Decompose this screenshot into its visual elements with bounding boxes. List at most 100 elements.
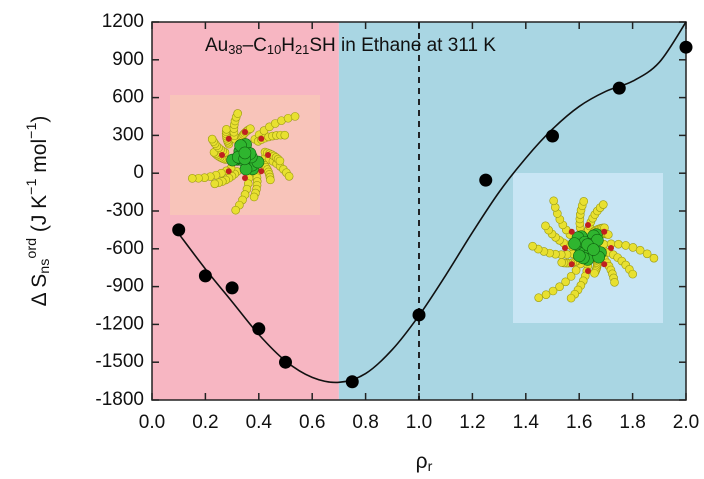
x-tick-label: 1.4: [513, 412, 540, 433]
atom: [562, 245, 568, 251]
atom: [290, 112, 300, 121]
data-point: [412, 308, 426, 322]
data-point: [252, 322, 266, 336]
y-axis-label-part: ns: [37, 259, 53, 274]
y-tick-label: -900: [106, 276, 144, 297]
y-tick-label: 900: [112, 49, 144, 70]
atom: [242, 129, 248, 135]
y-axis-label-part: mol: [28, 139, 51, 179]
atom: [561, 277, 570, 287]
data-point: [172, 223, 186, 237]
y-tick-label: -1500: [95, 351, 144, 372]
y-tick-label: 300: [112, 124, 144, 145]
x-tick-label: 1.6: [566, 412, 592, 433]
y-axis-label-part: (J K: [28, 195, 51, 238]
atom: [549, 196, 558, 206]
atom: [280, 130, 290, 140]
x-tick-label: 2.0: [673, 412, 699, 433]
molecule-image: [170, 95, 320, 215]
y-tick-label: 600: [112, 87, 144, 108]
atom: [225, 168, 232, 175]
atom: [642, 249, 652, 259]
atom: [628, 269, 638, 279]
atom: [585, 222, 591, 228]
chart-title-part: Au: [205, 35, 228, 56]
atom: [219, 152, 225, 158]
atom: [541, 290, 551, 299]
data-point: [225, 281, 239, 295]
atom: [579, 197, 589, 206]
atom: [246, 124, 255, 133]
x-axis-label-part: r: [428, 459, 433, 475]
x-tick-label: 1.2: [459, 412, 485, 433]
atom: [557, 258, 567, 267]
atom: [249, 192, 259, 202]
atom: [555, 282, 564, 292]
atom: [238, 146, 252, 160]
chart-title-part: H: [281, 35, 295, 56]
chart-title-part: 10: [267, 42, 281, 57]
x-tick-label: 0.2: [192, 412, 218, 433]
data-point: [546, 129, 559, 143]
y-tick-label: 1200: [102, 11, 144, 32]
atom: [233, 109, 242, 118]
atom: [649, 253, 659, 263]
atom: [266, 175, 275, 185]
y-tick-label: 0: [133, 162, 144, 183]
chart-title-part: –C: [243, 35, 267, 56]
y-axis-label-part: −1: [24, 178, 40, 194]
x-tick-label: 0.0: [139, 412, 165, 433]
fit-curve: [178, 21, 687, 384]
atom: [242, 175, 248, 181]
x-tick-label: 0.4: [246, 412, 273, 433]
y-axis-label-part: ): [28, 116, 51, 123]
y-tick-label: -600: [106, 238, 144, 259]
atom: [207, 134, 217, 144]
atom: [635, 245, 645, 255]
atom: [571, 266, 581, 275]
y-tick-label: -1200: [95, 313, 144, 334]
data-point: [279, 355, 292, 369]
atom: [590, 268, 599, 278]
atom: [614, 239, 623, 249]
y-tick-label: -300: [106, 200, 144, 221]
y-axis-label-part: ord: [24, 238, 40, 259]
atom: [568, 237, 581, 250]
atom: [601, 228, 608, 235]
chart-title-part: 38: [228, 42, 242, 57]
atom: [222, 125, 231, 134]
atom: [284, 171, 294, 181]
atom: [621, 241, 631, 250]
atom: [541, 221, 550, 231]
x-tick-label: 0.8: [352, 412, 378, 433]
chart-title-part: SH in Ethane at 311 K: [309, 35, 496, 56]
data-point: [479, 173, 493, 187]
atom: [210, 179, 220, 189]
x-tick-label: 1.0: [406, 412, 432, 433]
atom: [628, 243, 638, 252]
data-point: [612, 81, 626, 95]
y-tick-label: -1800: [95, 389, 144, 410]
atom: [275, 156, 285, 166]
data-point: [345, 375, 359, 389]
atom: [548, 286, 558, 296]
atom: [568, 228, 575, 235]
atom: [573, 249, 586, 263]
atom: [568, 261, 575, 268]
atom: [258, 168, 265, 175]
x-axis-label-part: ρ: [416, 450, 428, 473]
atom: [566, 272, 576, 281]
atom: [610, 278, 619, 287]
chart-title-part: 21: [295, 42, 309, 57]
atom: [585, 268, 591, 274]
atom: [231, 205, 240, 215]
atom: [587, 243, 600, 256]
data-point: [679, 40, 693, 54]
molecule-image: [513, 173, 663, 323]
y-axis-label: Δ Snsord (J K−1 mol−1): [24, 116, 53, 307]
atom: [534, 293, 543, 302]
atom: [187, 174, 197, 183]
atom: [528, 241, 537, 251]
